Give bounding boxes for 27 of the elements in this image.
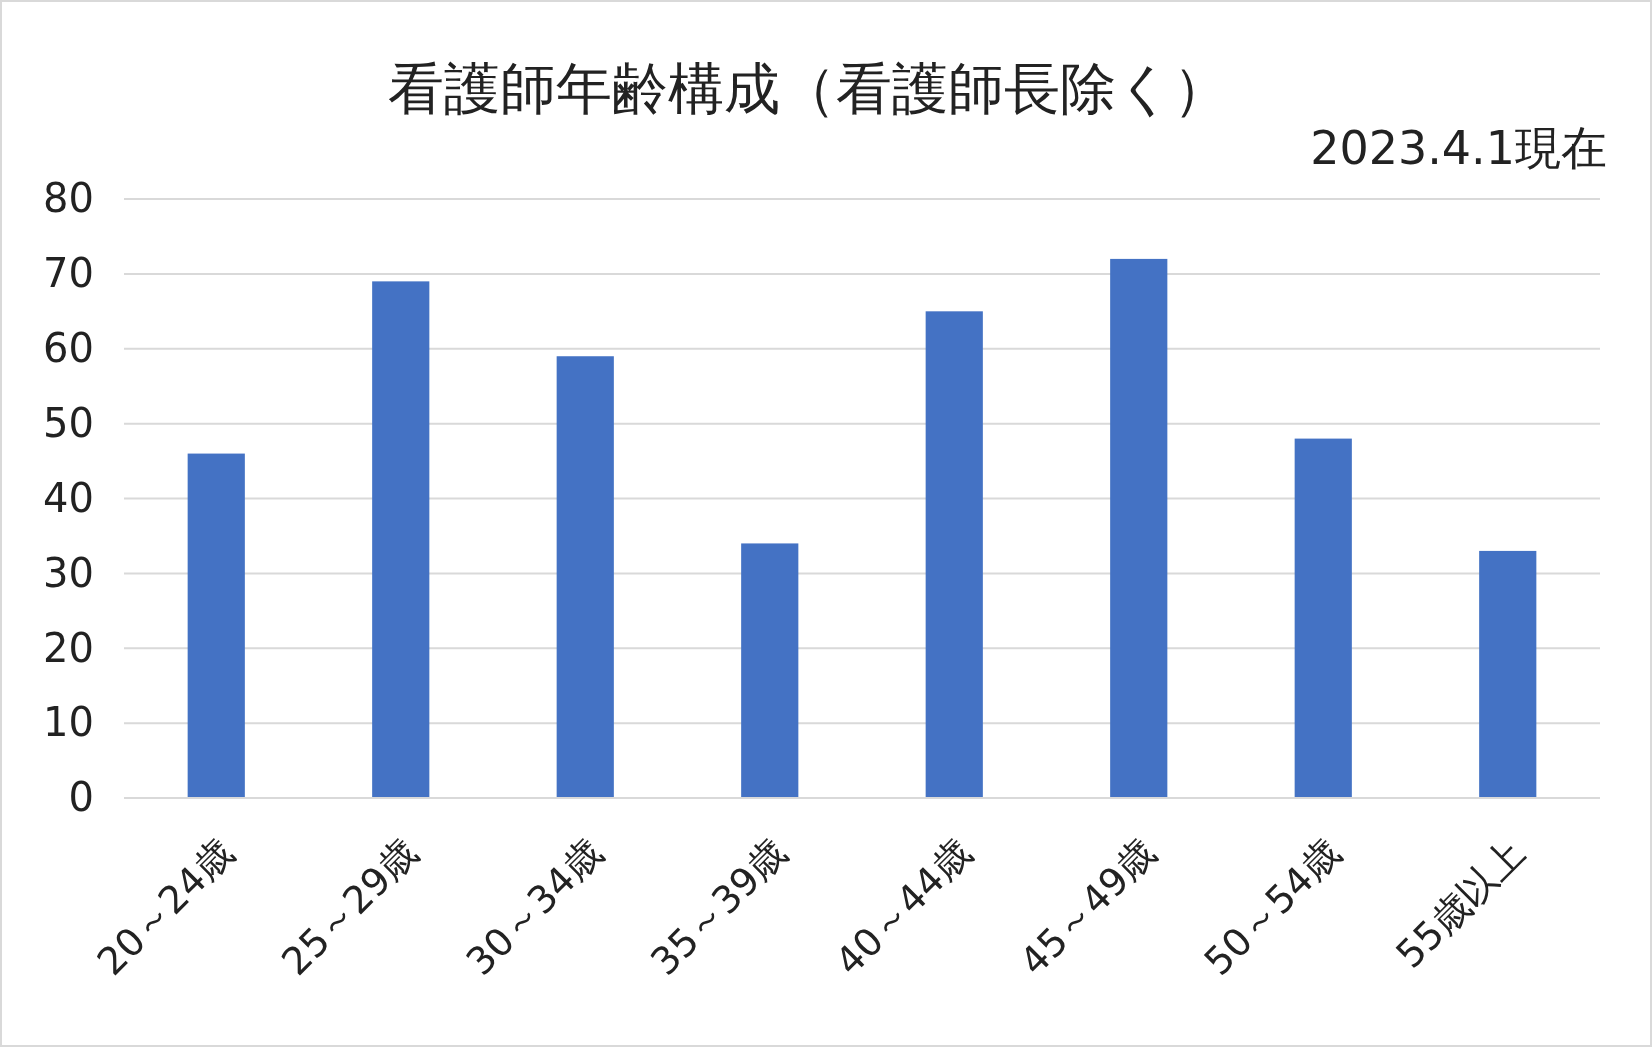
x-tick-label: 35～39歳: [642, 830, 796, 984]
chart-subtitle: 2023.4.1現在: [1310, 121, 1607, 175]
bar: [372, 281, 430, 798]
bar: [925, 311, 983, 798]
y-tick-label: 0: [68, 774, 94, 821]
y-tick-label: 20: [43, 624, 94, 671]
y-tick-label: 70: [43, 250, 94, 297]
y-tick-label: 30: [43, 549, 94, 596]
x-tick-label: 25～29歳: [273, 830, 427, 984]
x-tick-label: 30～34歳: [457, 830, 612, 984]
bar: [1294, 438, 1352, 798]
bar: [1479, 550, 1537, 798]
chart-title: 看護師年齢構成（看護師長除く）: [387, 56, 1229, 121]
bar: [556, 356, 614, 798]
x-tick-label: 55歳以上: [1387, 830, 1534, 977]
x-tick-label: 40～44歳: [826, 830, 981, 984]
y-tick-label: 50: [43, 399, 94, 446]
x-tick-label: 20～24歳: [88, 830, 243, 984]
y-tick-label: 40: [43, 474, 94, 521]
y-tick-label: 60: [43, 325, 94, 372]
bar: [1110, 258, 1168, 798]
bar: [741, 543, 799, 798]
y-tick-label: 80: [43, 175, 94, 222]
x-tick-label: 45～49歳: [1011, 830, 1165, 984]
x-tick-label: 50～54歳: [1195, 830, 1350, 984]
y-tick-label: 10: [43, 699, 94, 746]
bar: [187, 453, 245, 798]
